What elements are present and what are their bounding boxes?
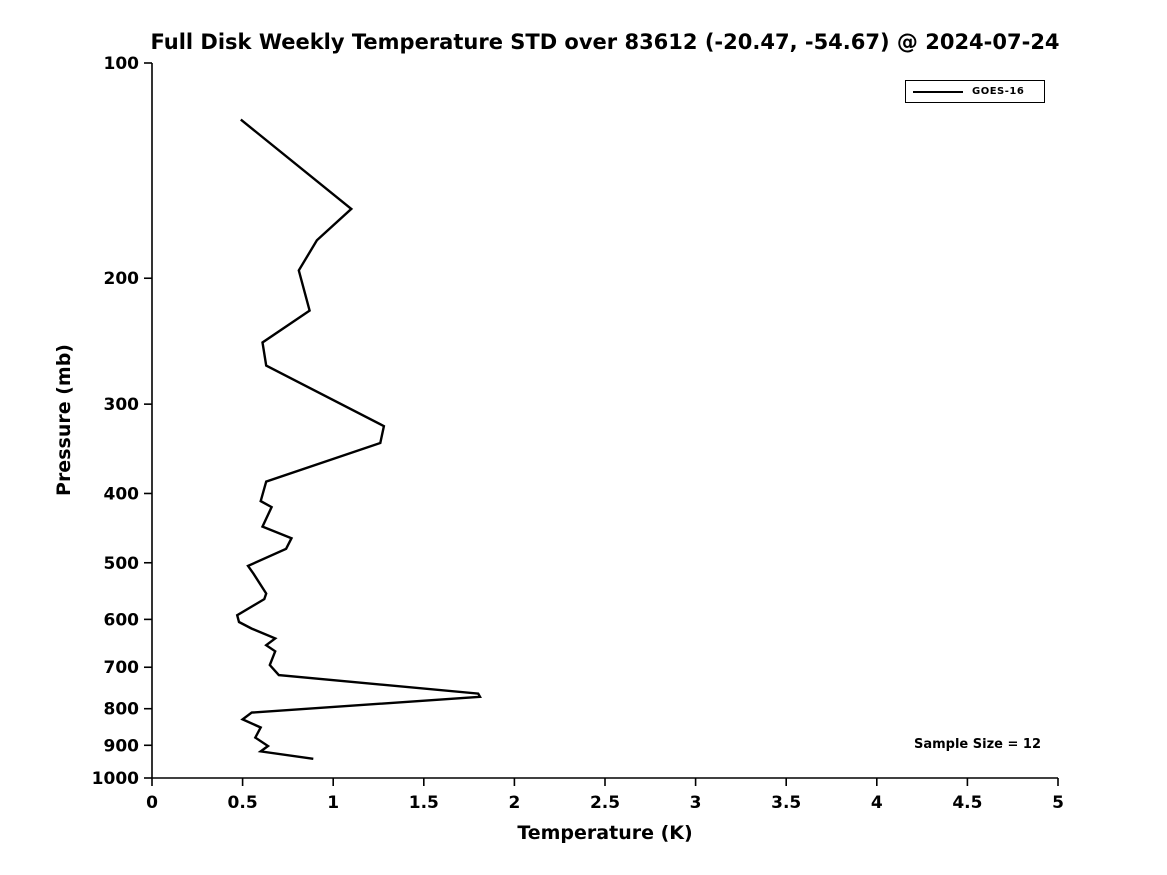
y-tick-label: 500 bbox=[104, 554, 140, 574]
y-tick-label: 600 bbox=[104, 610, 140, 630]
x-tick-label: 0.5 bbox=[228, 793, 258, 813]
x-tick-label: 0 bbox=[146, 793, 158, 813]
x-tick-label: 5 bbox=[1052, 793, 1064, 813]
legend-label: GOES-16 bbox=[972, 86, 1025, 97]
y-axis-label: Pressure (mb) bbox=[53, 344, 75, 496]
x-tick-label: 3.5 bbox=[771, 793, 801, 813]
x-tick-label: 4 bbox=[871, 793, 883, 813]
x-axis-label: Temperature (K) bbox=[517, 822, 693, 844]
x-tick-label: 1.5 bbox=[409, 793, 439, 813]
ticks: 0 0.5 1 1.5 2 2.5 3 3.5 4 4.5 5 100 200 300 400 500 600 7… bbox=[92, 54, 1064, 813]
x-tick-label: 2.5 bbox=[590, 793, 620, 813]
axes bbox=[151, 63, 1058, 779]
y-tick-label: 300 bbox=[104, 395, 140, 415]
legend-line-sample bbox=[913, 90, 963, 93]
legend: GOES-16 bbox=[905, 80, 1045, 103]
y-tick-label: 400 bbox=[104, 484, 140, 504]
y-tick-label: 1000 bbox=[92, 769, 139, 789]
x-tick-label: 1 bbox=[327, 793, 339, 813]
y-tick-label: 800 bbox=[104, 700, 140, 720]
y-tick-label: 900 bbox=[104, 736, 140, 756]
chart-title: Full Disk Weekly Temperature STD over 83… bbox=[150, 30, 1060, 54]
data-series bbox=[235, 118, 482, 760]
x-tick-label: 3 bbox=[690, 793, 702, 813]
x-tick-label: 4.5 bbox=[952, 793, 982, 813]
x-tick-label: 2 bbox=[508, 793, 520, 813]
y-tick-label: 200 bbox=[104, 269, 140, 289]
profile-line-goes-16 bbox=[235, 118, 482, 760]
y-tick-label: 700 bbox=[104, 658, 140, 678]
sample-size-annotation: Sample Size = 12 bbox=[913, 737, 1041, 752]
y-tick-label: 100 bbox=[104, 54, 140, 74]
